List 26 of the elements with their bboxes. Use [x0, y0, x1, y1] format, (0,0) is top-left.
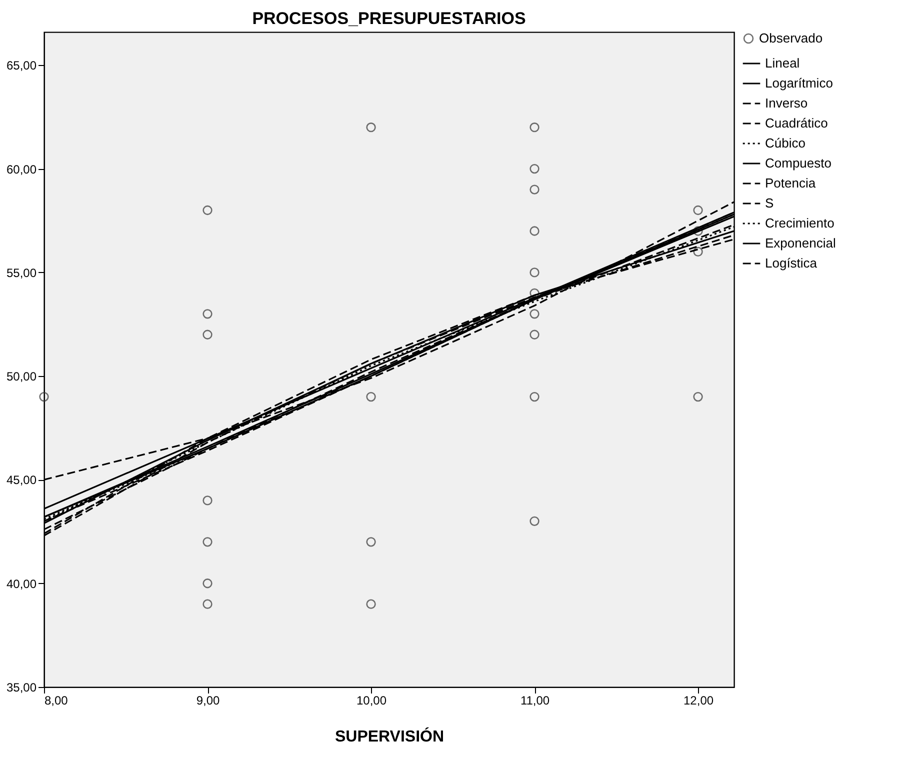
- y-tick-label: 65,00: [6, 58, 37, 73]
- x-tick-label: 9,00: [196, 694, 220, 708]
- legend-label: Potencia: [765, 176, 816, 190]
- legend-label: Exponencial: [765, 236, 836, 250]
- x-tick-label: 8,00: [44, 694, 68, 708]
- chart-title: PROCESOS_PRESUPUESTARIOS: [252, 9, 526, 28]
- x-axis-title: SUPERVISIÓN: [334, 726, 444, 746]
- legend-label: Observado: [759, 30, 823, 46]
- legend-label: Logística: [765, 256, 818, 270]
- x-tick-label: 11,00: [520, 694, 550, 708]
- x-tick-label: 12,00: [684, 694, 714, 708]
- legend-label: S: [765, 196, 774, 210]
- y-tick-label: 35,00: [6, 680, 37, 694]
- legend-label: Cuadrático: [765, 116, 828, 130]
- legend-label: Compuesto: [765, 156, 832, 170]
- y-tick-label: 45,00: [6, 473, 37, 488]
- y-tick-label: 55,00: [6, 266, 37, 280]
- legend-label: Inverso: [765, 96, 808, 110]
- legend-label: Logarítmico: [765, 76, 833, 90]
- legend-label: Cúbico: [765, 136, 806, 150]
- y-tick-label: 50,00: [6, 370, 37, 384]
- y-tick-label: 60,00: [6, 162, 37, 176]
- legend-label: Lineal: [765, 56, 800, 70]
- legend-label: Crecimiento: [765, 216, 834, 230]
- y-tick-label: 40,00: [6, 576, 37, 591]
- x-tick-label: 10,00: [356, 694, 387, 708]
